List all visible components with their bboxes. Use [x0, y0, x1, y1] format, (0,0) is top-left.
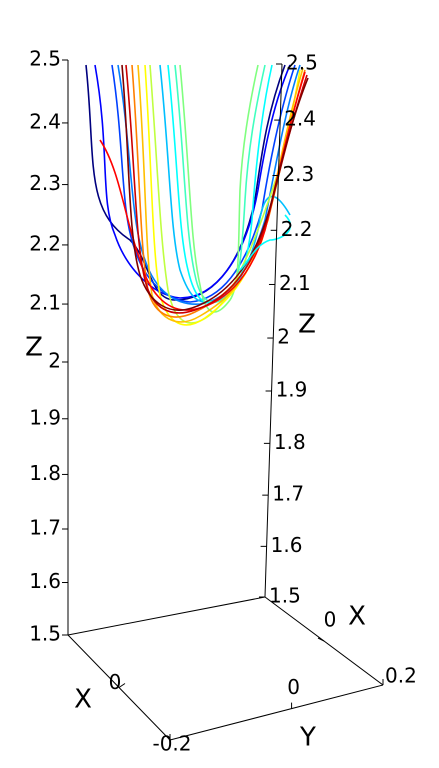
z-tick-label: 2 — [277, 325, 290, 349]
z-tick-label: 1.5 — [269, 584, 301, 608]
z-tick-label: 2.1 — [29, 291, 61, 315]
x-axis-label: X — [348, 602, 366, 632]
z-tick-label: 2.5 — [286, 51, 318, 75]
x-axis-label: X — [74, 685, 92, 715]
streamline — [121, 64, 309, 311]
x-tick-label: 0 — [324, 608, 337, 632]
z-tick-label: 1.7 — [272, 482, 304, 506]
z-tick-label: 2.1 — [279, 271, 311, 295]
back-edge — [67, 596, 266, 636]
streamline — [111, 64, 296, 303]
z-tick-label: 2.4 — [29, 109, 61, 133]
y-tick-label: 0 — [287, 675, 300, 699]
z-tick-label: 1.6 — [29, 569, 61, 593]
z-tick-label: 1.7 — [29, 516, 61, 540]
streamlines — [85, 64, 309, 326]
streamline — [94, 64, 291, 299]
z-tick-label: 1.6 — [271, 533, 303, 557]
z-tick-label: 2.5 — [29, 47, 61, 71]
z-tick-label: 1.5 — [29, 622, 61, 646]
z-tick-label: 2.2 — [281, 217, 313, 241]
y-axis — [169, 684, 384, 741]
streamline — [179, 64, 259, 313]
z-axis-label: Z — [298, 310, 316, 340]
streamline — [117, 64, 301, 305]
z-tick-label: 1.8 — [274, 430, 306, 454]
z-tick-label: 2.3 — [282, 162, 314, 186]
x-tick — [118, 683, 126, 688]
x-tick-label: 0 — [109, 670, 122, 694]
y-tick-label: 0.2 — [385, 664, 417, 688]
z-axis-label: Z — [25, 333, 43, 363]
z-tick-label: 2 — [48, 348, 61, 372]
streamline — [239, 214, 292, 271]
y-axis-label: Y — [299, 723, 316, 753]
z-tick-label: 2.2 — [29, 231, 61, 255]
z-tick-label: 2.4 — [284, 107, 316, 131]
z-axis-right — [264, 63, 283, 598]
z-tick-label: 1.9 — [276, 377, 308, 401]
z-tick-label: 2.3 — [29, 171, 61, 195]
z-tick-label: 1.9 — [29, 405, 61, 429]
z-tick-label: 1.8 — [29, 461, 61, 485]
x-tick — [317, 637, 325, 642]
y-tick-label: -0.2 — [152, 732, 191, 756]
streamline — [159, 64, 291, 303]
